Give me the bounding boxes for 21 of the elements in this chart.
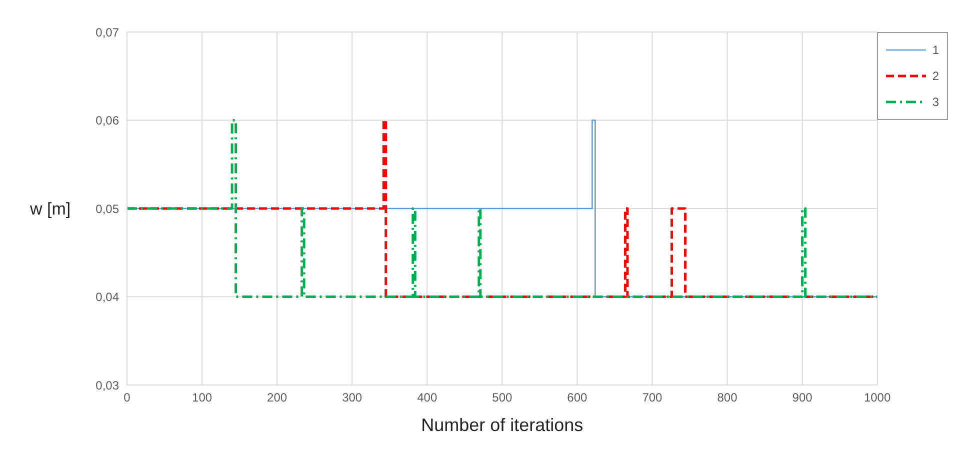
y-tick-label: 0,07 <box>96 25 120 40</box>
legend-label: 2 <box>932 69 939 83</box>
y-axis-title: w [m] <box>29 200 71 219</box>
y-tick-label: 0,06 <box>96 114 120 128</box>
x-tick-label: 900 <box>792 390 813 405</box>
y-tick-label: 0,04 <box>96 290 120 304</box>
x-tick-label: 800 <box>717 390 738 405</box>
x-tick-label: 0 <box>124 390 131 405</box>
x-axis-title: Number of iterations <box>421 415 584 435</box>
legend-label: 1 <box>932 43 939 57</box>
x-tick-label: 400 <box>417 390 438 405</box>
legend-label: 3 <box>932 95 939 109</box>
x-tick-label: 500 <box>492 390 512 405</box>
x-tick-label: 100 <box>192 390 212 405</box>
x-tick-label: 700 <box>642 390 663 405</box>
x-tick-label: 200 <box>267 390 288 405</box>
y-tick-label: 0,03 <box>96 378 120 392</box>
y-tick-label: 0,05 <box>96 202 120 216</box>
x-tick-label: 600 <box>567 390 588 405</box>
x-tick-label: 300 <box>342 390 362 405</box>
x-tick-label: 1000 <box>864 390 891 405</box>
